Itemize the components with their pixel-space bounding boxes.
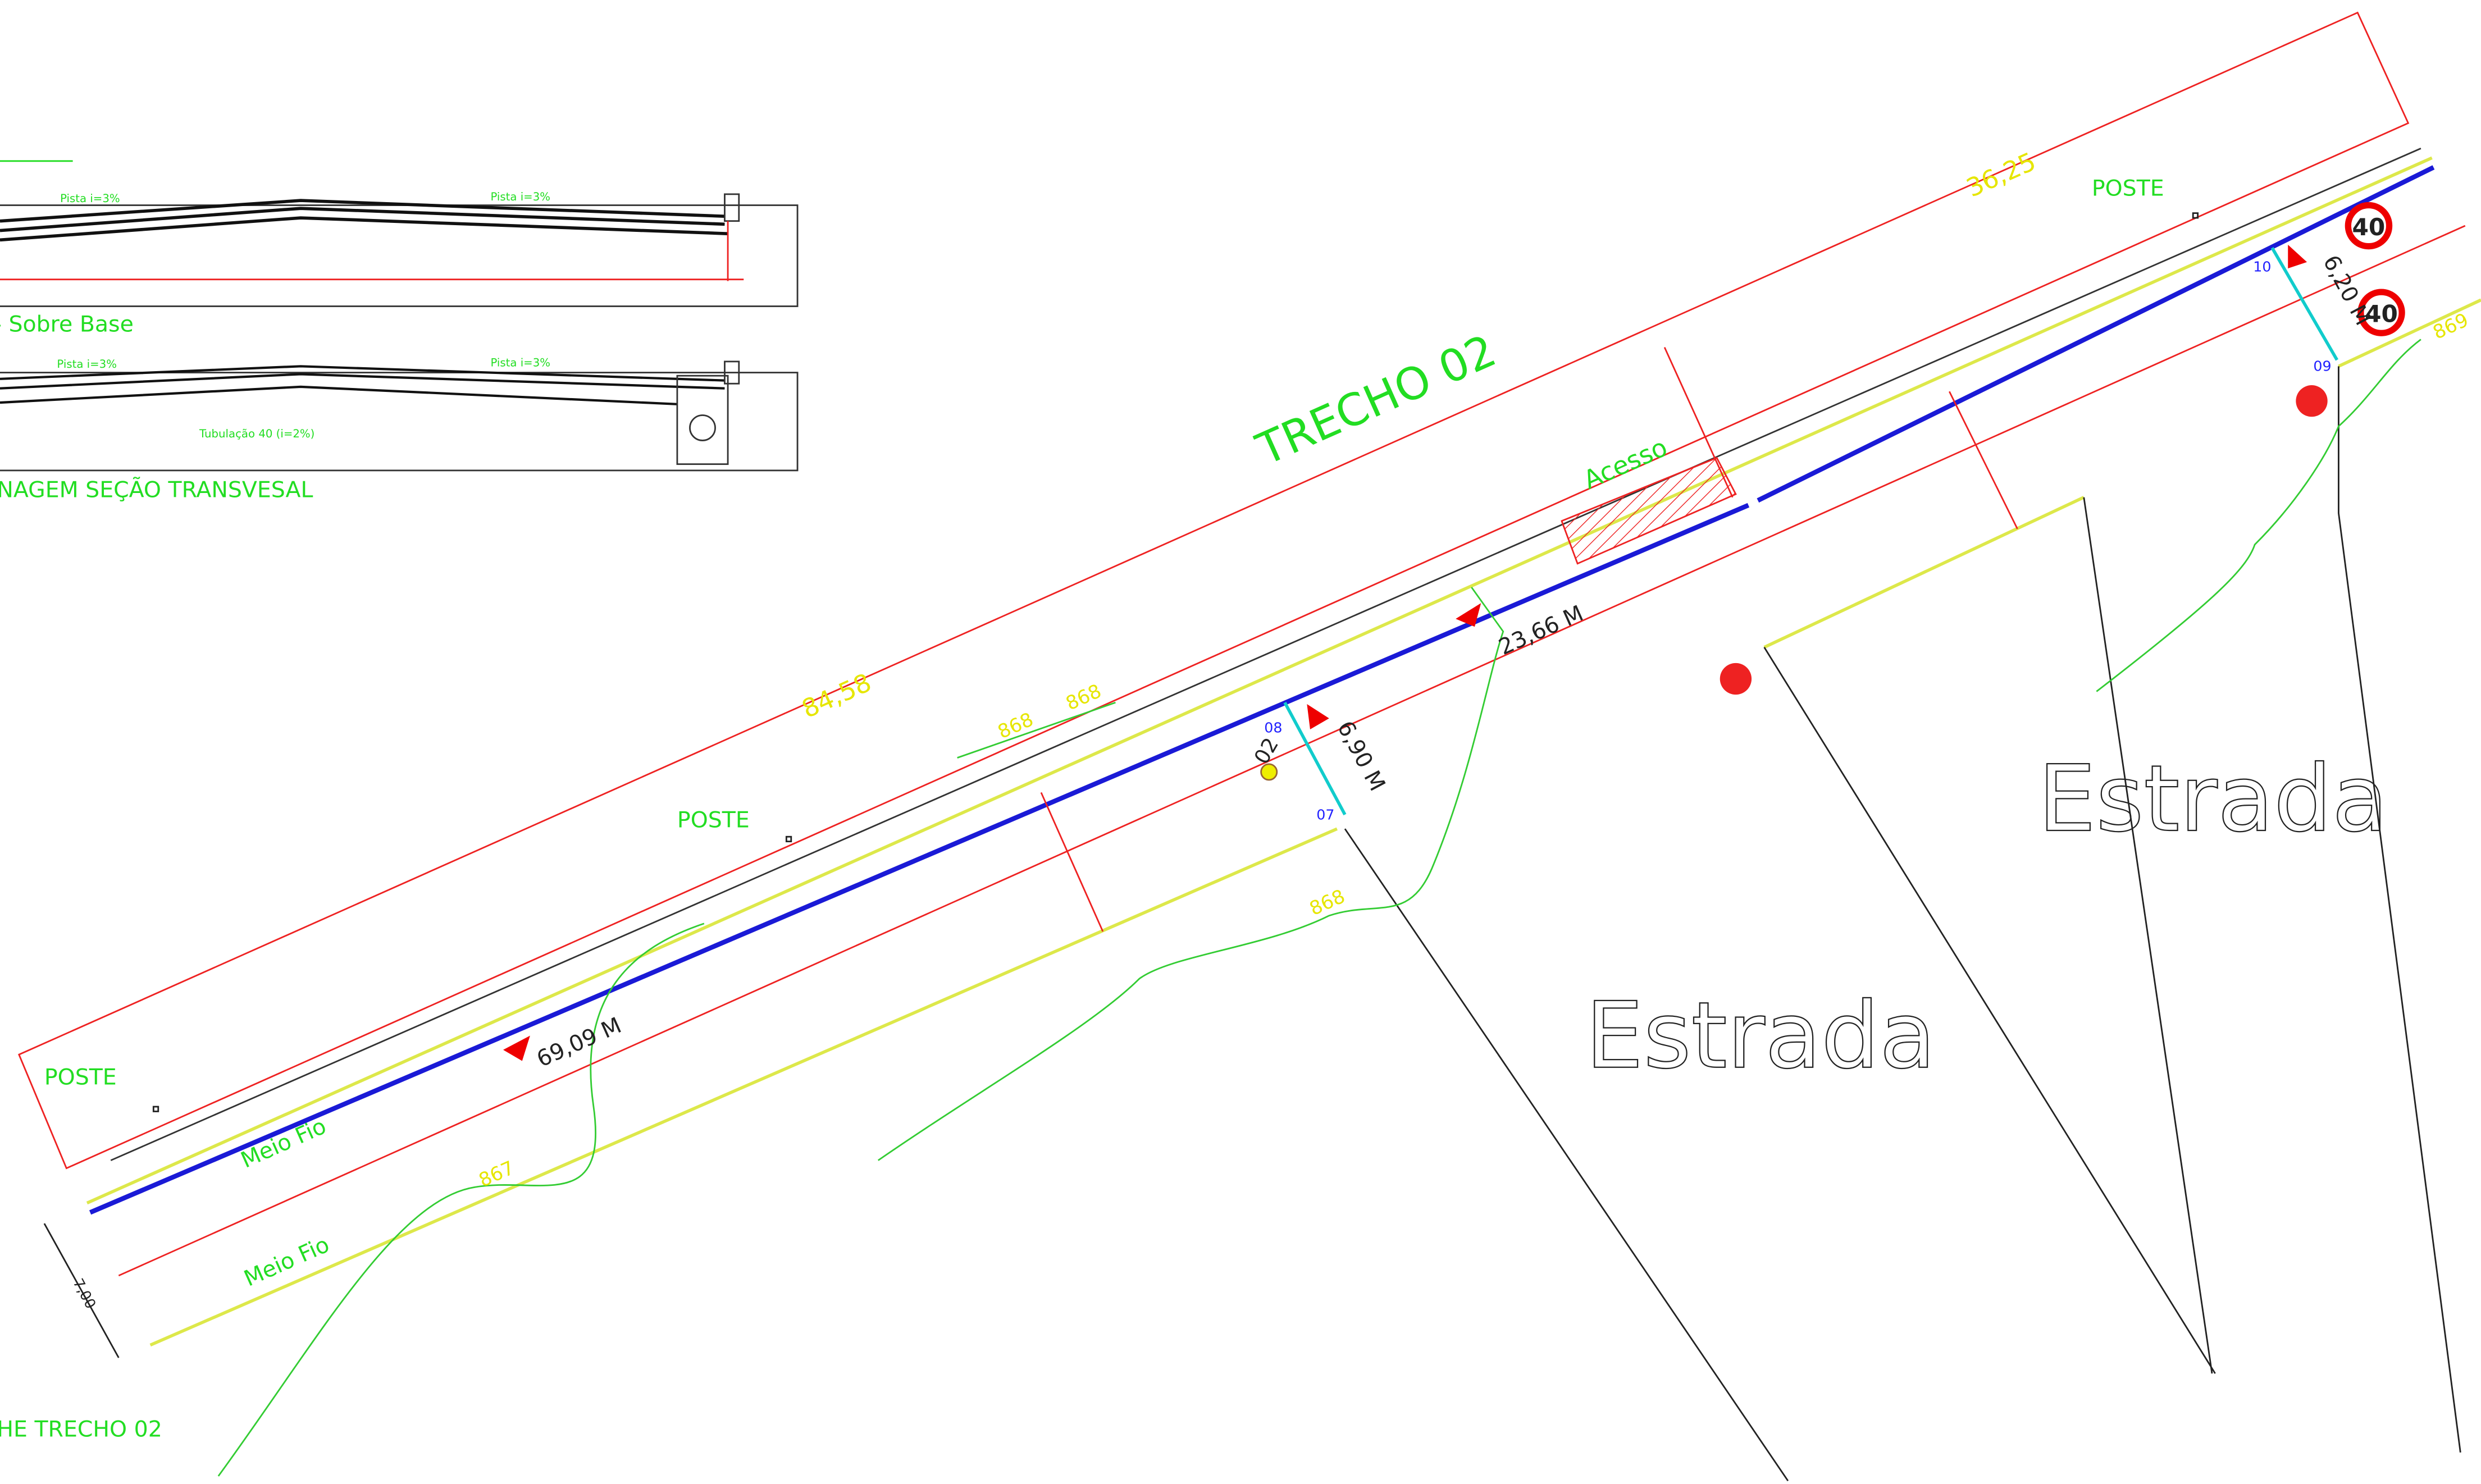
marker: 09 bbox=[2313, 358, 2331, 375]
trecho-title: TRECHO 02 bbox=[1248, 325, 1503, 476]
pole-label: POSTE bbox=[44, 1065, 117, 1090]
curb-label: Meio Fio bbox=[237, 1113, 330, 1173]
section-title: - Sobre Base bbox=[0, 311, 134, 337]
section-label: Pista i=3% bbox=[490, 190, 550, 203]
elevation: 868 bbox=[1306, 885, 1348, 920]
speed-limit: 40 bbox=[2352, 213, 2386, 241]
point-label: 02 bbox=[1249, 733, 1284, 768]
dimension: 69,09 M bbox=[533, 1012, 625, 1072]
marker: 10 bbox=[2253, 258, 2271, 275]
curb-label: Meio Fio bbox=[240, 1231, 334, 1291]
pole-label: POSTE bbox=[2092, 176, 2164, 202]
dimension: 84,58 bbox=[797, 668, 875, 724]
section-label: Pista i=3% bbox=[57, 358, 117, 371]
road-label: Estrada bbox=[2038, 746, 2388, 852]
dimension: 7,00 bbox=[70, 1276, 99, 1312]
elevation: 867 bbox=[476, 1157, 518, 1191]
elevation: 869 bbox=[2429, 309, 2471, 344]
section-title: NAGEM SEÇÃO TRANSVESAL bbox=[0, 477, 313, 503]
footer-title: HE TRECHO 02 bbox=[0, 1417, 162, 1442]
poles bbox=[153, 213, 2197, 1112]
pole-label: POSTE bbox=[677, 807, 750, 833]
dimension: 6,90 M bbox=[1332, 716, 1390, 795]
marker: 07 bbox=[1316, 806, 1334, 823]
section-label: Tubulação 40 (i=2%) bbox=[199, 427, 314, 440]
road-label: Estrada bbox=[1585, 983, 1936, 1089]
cad-drawing: Pista i=3% Pista i=3% Pista i=3% Pista i… bbox=[0, 0, 2481, 1484]
section-label: Pista i=3% bbox=[60, 192, 120, 205]
dimension: 6,20 M bbox=[2318, 251, 2376, 330]
page: Pista i=3% Pista i=3% Pista i=3% Pista i… bbox=[0, 0, 2481, 1484]
marker: 08 bbox=[1264, 719, 1282, 736]
section-label: Pista i=3% bbox=[490, 356, 550, 369]
dimension: 36,25 bbox=[1962, 147, 2040, 203]
